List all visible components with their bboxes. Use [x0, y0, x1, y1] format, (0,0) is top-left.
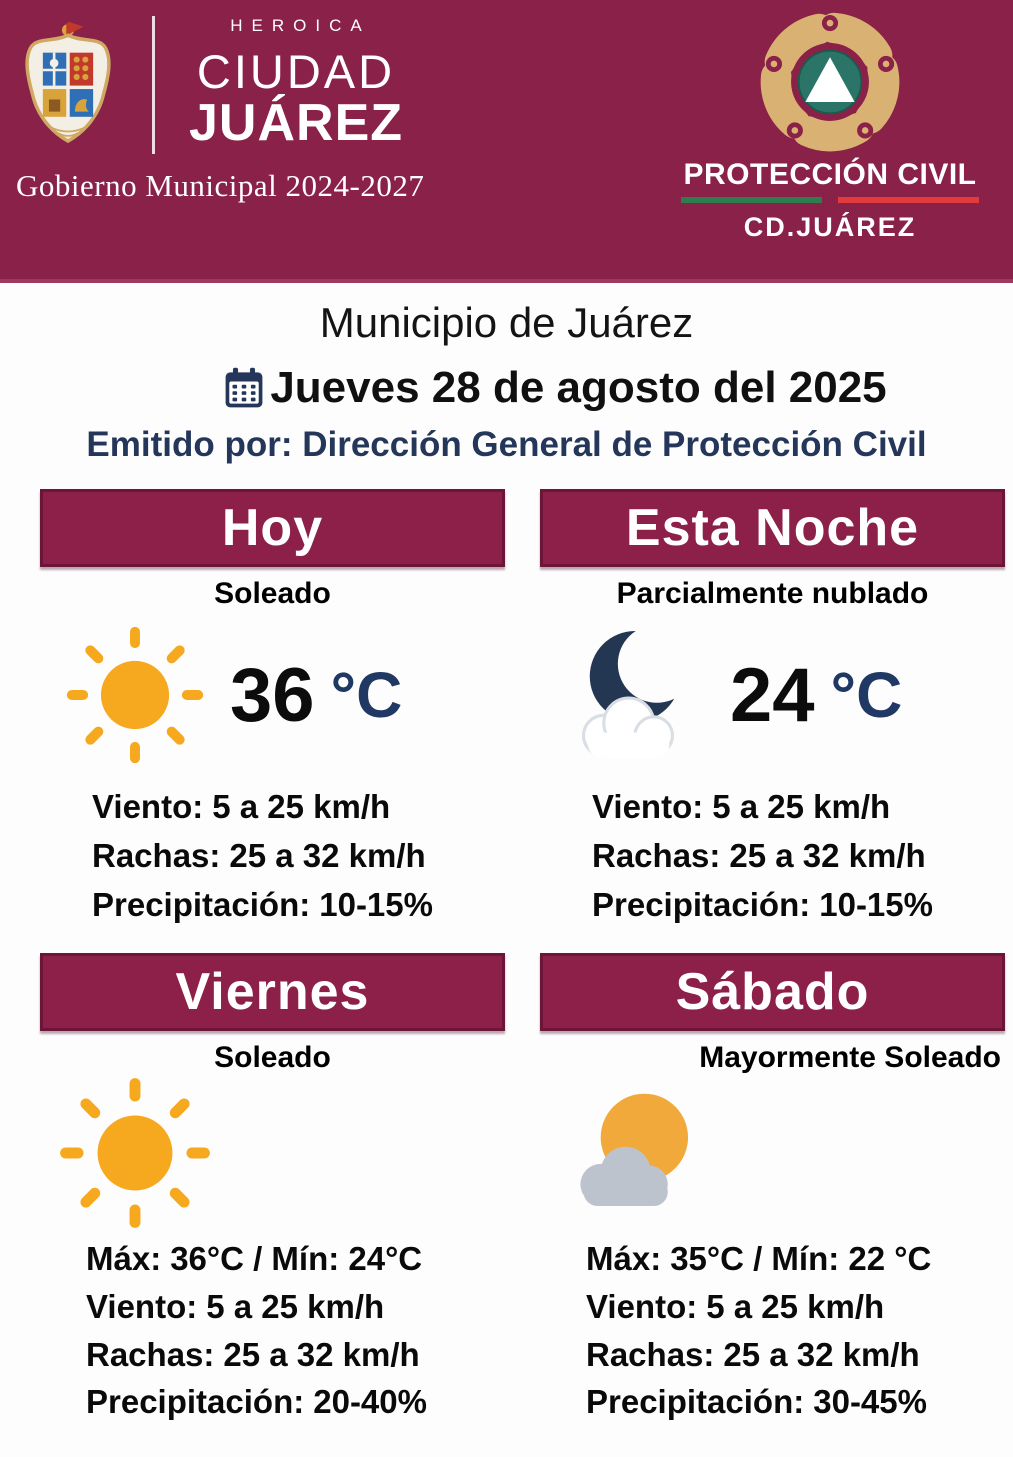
detail-precipitacion: Precipitación: 30-45% — [586, 1383, 927, 1421]
card-title: Sábado — [675, 963, 870, 1022]
sun-icon — [40, 624, 230, 766]
detail-precipitacion: Precipitación: 10-15% — [592, 885, 933, 923]
detail-rachas: Rachas: 25 a 32 km/h — [92, 836, 426, 874]
card-title-banner: Viernes — [40, 953, 505, 1032]
moon-cloud-icon — [540, 617, 730, 773]
sun-icon — [40, 1075, 230, 1231]
card-main-row — [40, 1075, 505, 1231]
detail-precipitacion: Precipitación: 20-40% — [86, 1383, 427, 1421]
forecast-details: Viento: 5 a 25 km/h Rachas: 25 a 32 km/h P… — [40, 783, 505, 929]
juarez-coat-of-arms-icon — [25, 21, 111, 144]
forecast-cards-grid: Hoy Soleado — [0, 489, 1013, 1426]
card-title: Esta Noche — [625, 499, 920, 557]
page-title: Municipio de Juárez — [319, 299, 694, 346]
bulletin-body: Municipio de Juárez Jueves 28 de agosto … — [0, 299, 1013, 1426]
calendar-icon — [225, 367, 263, 408]
detail-rachas: Rachas: 25 a 32 km/h — [592, 836, 926, 874]
detail-viento: Viento: 5 a 25 km/h — [86, 1288, 385, 1325]
forecast-details: Máx: 35°C / Mín: 22 °C Viento: 5 a 25 km/h… — [540, 1235, 1005, 1425]
card-title-banner: Sábado — [540, 953, 1005, 1032]
emitted-by-label: Emitido por: Dirección General de Protec… — [86, 425, 927, 464]
temperature-value: 24 — [730, 652, 815, 738]
condition-label: Parcialmente nublado — [616, 577, 929, 610]
bulletin-date: Jueves 28 de agosto del 2025 — [270, 363, 887, 412]
proteccion-civil-logo-icon — [760, 12, 900, 152]
city-wordmark: HEROICA CIUDAD JUÁREZ — [176, 16, 416, 153]
card-title-banner: Hoy — [40, 489, 505, 567]
condition-label: Mayormente Soleado — [699, 1041, 1001, 1075]
header-banner: HEROICA CIUDAD JUÁREZ Gobierno Municipal… — [0, 0, 1013, 283]
forecast-card-sabado: Sábado Mayormente Soleado — [540, 953, 1005, 1425]
card-title: Viernes — [175, 963, 370, 1022]
detail-rachas: Rachas: 25 a 32 km/h — [86, 1335, 420, 1373]
underline-green-segment — [681, 197, 822, 203]
temperature-unit: °C — [330, 659, 403, 731]
detail-rachas: Rachas: 25 a 32 km/h — [586, 1335, 920, 1373]
heroica-label: HEROICA — [230, 16, 371, 35]
forecast-card-esta-noche: Esta Noche Parcialmente nublado — [540, 489, 1005, 929]
temperature: 36 °C — [230, 652, 402, 739]
card-title-banner: Esta Noche — [540, 489, 1005, 567]
detail-maxmin: Máx: 35°C / Mín: 22 °C — [586, 1240, 932, 1278]
temperature-unit: °C — [830, 659, 903, 731]
card-main-row — [540, 1075, 1005, 1231]
condition-label: Soleado — [214, 1041, 331, 1075]
gobierno-municipal-label: Gobierno Municipal 2024-2027 — [16, 168, 425, 203]
detail-viento: Viento: 5 a 25 km/h — [592, 788, 891, 825]
card-title: Hoy — [221, 499, 324, 557]
detail-viento: Viento: 5 a 25 km/h — [586, 1288, 885, 1325]
cd-juarez-label: CD.JUÁREZ — [743, 212, 917, 242]
card-main-row: 36 °C — [40, 611, 505, 779]
forecast-details: Máx: 36°C / Mín: 24°C Viento: 5 a 25 km/h … — [40, 1235, 505, 1425]
sun-behind-cloud-icon — [540, 1075, 730, 1231]
header-divider — [152, 16, 155, 154]
detail-viento: Viento: 5 a 25 km/h — [92, 788, 391, 825]
condition-label: Soleado — [214, 577, 331, 610]
tricolor-underline — [681, 197, 979, 203]
date-row: Jueves 28 de agosto del 2025 — [95, 363, 1013, 413]
forecast-card-hoy: Hoy Soleado — [40, 489, 505, 929]
card-main-row: 24 °C — [540, 611, 1005, 779]
forecast-card-viernes: Viernes Soleado — [40, 953, 505, 1425]
juarez-label: JUÁREZ — [188, 94, 404, 152]
underline-red-segment — [838, 197, 979, 203]
detail-maxmin: Máx: 36°C / Mín: 24°C — [86, 1240, 423, 1278]
ciudad-label: CIUDAD — [196, 45, 396, 98]
proteccion-civil-label: PROTECCIÓN CIVIL — [683, 158, 977, 191]
detail-precipitacion: Precipitación: 10-15% — [92, 885, 433, 923]
temperature: 24 °C — [730, 652, 902, 739]
forecast-details: Viento: 5 a 25 km/h Rachas: 25 a 32 km/h P… — [540, 783, 1005, 929]
temperature-value: 36 — [230, 652, 315, 738]
proteccion-civil-block: PROTECCIÓN CIVIL CD.JUÁREZ — [675, 4, 985, 243]
